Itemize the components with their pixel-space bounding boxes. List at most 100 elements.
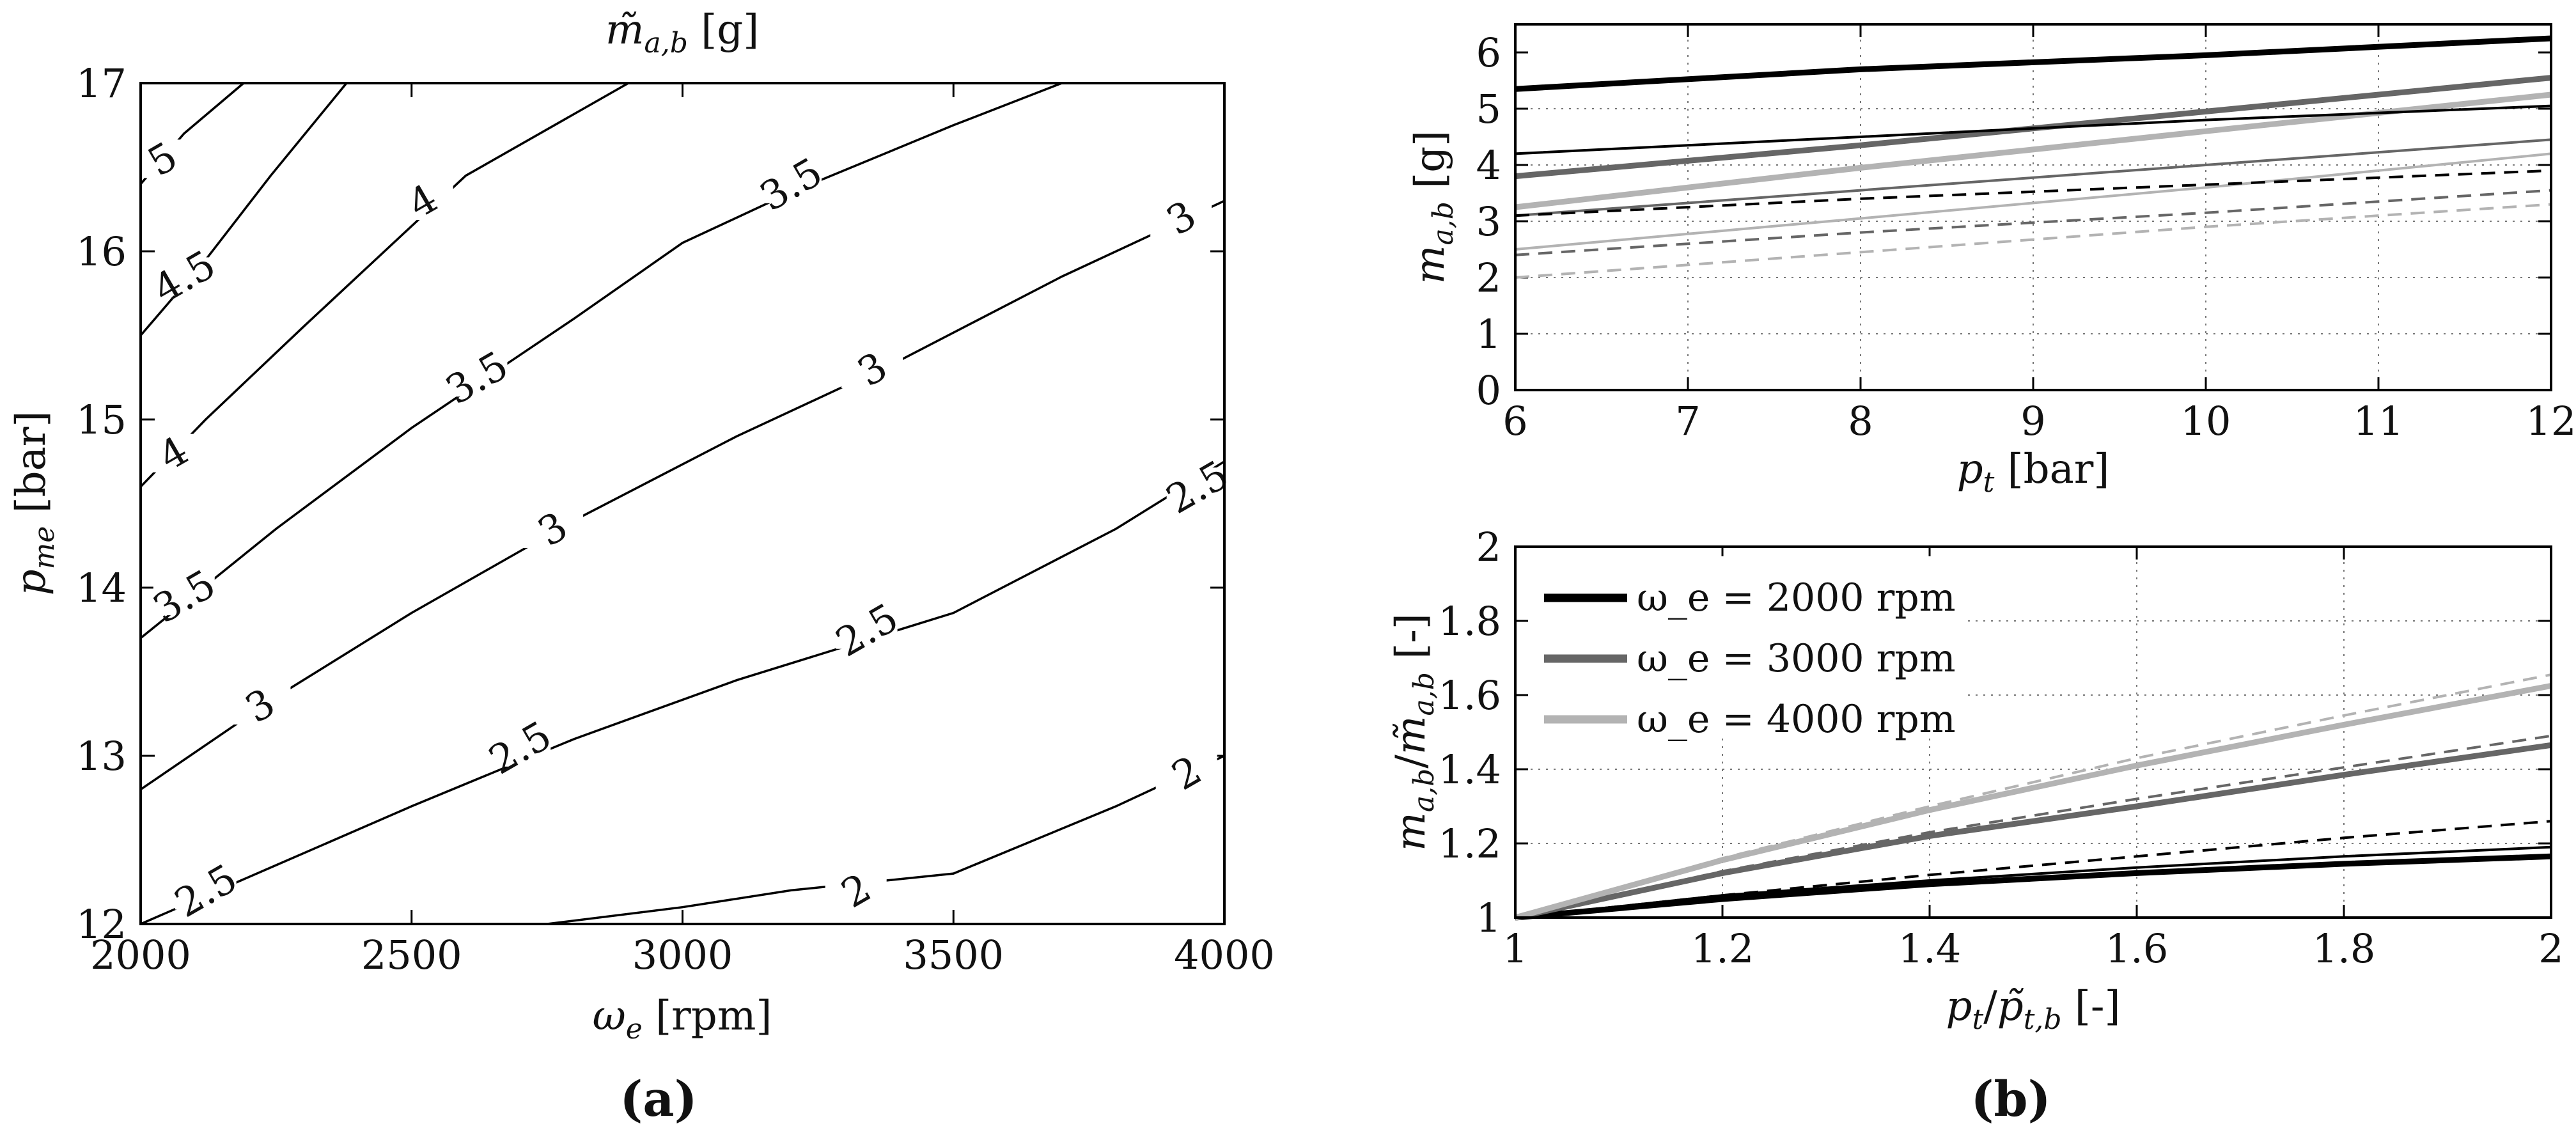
y-tick-label: 17 bbox=[76, 60, 127, 107]
series-b-bottom bbox=[1514, 673, 2552, 921]
legend-label: ω_e = 3000 rpm bbox=[1637, 636, 1956, 681]
y-tick-labels-b-top: 0 1 2 3 4 5 6 bbox=[1476, 29, 1501, 414]
y-tick-label: 1 bbox=[1476, 311, 1501, 357]
plot-frame-a bbox=[139, 82, 1226, 925]
contour-label-bg bbox=[489, 728, 551, 767]
x-tick-label: 3500 bbox=[903, 932, 1004, 978]
x-tick-label: 2 bbox=[2538, 925, 2563, 972]
contour-line bbox=[139, 82, 348, 336]
legend-box bbox=[1528, 556, 1963, 739]
contour-line bbox=[139, 82, 629, 488]
contour-label-bg bbox=[760, 164, 822, 203]
legend-label: ω_e = 4000 rpm bbox=[1637, 697, 1956, 742]
series-line bbox=[1515, 820, 2552, 919]
y-tick-label: 2 bbox=[1476, 524, 1501, 570]
series-line bbox=[1515, 742, 2552, 921]
x-tick-label: 4000 bbox=[1174, 932, 1275, 978]
contour-label-bg bbox=[142, 434, 204, 473]
x-tick-labels-b-top: 6 7 8 9 10 11 12 bbox=[1503, 398, 2576, 444]
contour-label-bg bbox=[836, 610, 898, 649]
series-line bbox=[1515, 673, 2552, 919]
y-tick-labels-b-bottom: 1 1.2 1.4 1.6 1.8 2 bbox=[1438, 524, 1501, 941]
series-line bbox=[1515, 104, 2552, 155]
y-tick-label: 16 bbox=[76, 228, 127, 275]
contour-label-bg bbox=[841, 350, 903, 389]
panel-b-top-xlabel: pt [bar] bbox=[1957, 446, 2110, 499]
x-tick-labels-b-bottom: 1 1.2 1.4 1.6 1.8 2 bbox=[1503, 925, 2563, 972]
series-line bbox=[1515, 152, 2552, 251]
contour-label-bg bbox=[446, 358, 508, 397]
legend-label: ω_e = 2000 rpm bbox=[1637, 575, 1956, 620]
x-tick-label: 2000 bbox=[90, 932, 191, 978]
contour-label-bg bbox=[1166, 467, 1228, 506]
y-tick-label: 12 bbox=[76, 901, 127, 948]
y-tick-label: 1.8 bbox=[1438, 598, 1501, 645]
x-tick-label: 3000 bbox=[632, 932, 733, 978]
y-tick-label: 13 bbox=[76, 733, 127, 779]
x-tick-label: 1 bbox=[1503, 925, 1527, 972]
series-b-top bbox=[1515, 35, 2552, 279]
y-tick-labels-a: 12 13 14 15 16 17 bbox=[76, 60, 127, 948]
contour-label-bg bbox=[391, 182, 453, 221]
panel-b-bottom-xlabel: pt/p̃t,b [-] bbox=[1946, 983, 2121, 1036]
contour-label-bg bbox=[1150, 198, 1212, 237]
panel-b-letter: (b) bbox=[1971, 1070, 2050, 1127]
series-line bbox=[1515, 189, 2552, 256]
y-tick-label: 1.6 bbox=[1438, 672, 1501, 719]
x-tick-label: 10 bbox=[2181, 398, 2231, 444]
series-line bbox=[1515, 35, 2552, 92]
y-tick-label: 6 bbox=[1476, 29, 1501, 76]
contour-line bbox=[140, 460, 1225, 925]
x-tick-label: 6 bbox=[1503, 398, 1527, 444]
contour-label-bg bbox=[153, 257, 215, 296]
panel-a-letter-value: a bbox=[643, 1070, 674, 1127]
contour-label-bg bbox=[175, 871, 237, 910]
y-tick-label: 1.4 bbox=[1438, 746, 1501, 793]
series-line bbox=[1515, 203, 2552, 279]
contour-label-bg bbox=[229, 686, 291, 725]
x-tick-label: 11 bbox=[2354, 398, 2404, 444]
y-tick-label: 0 bbox=[1476, 367, 1501, 414]
contour-lines bbox=[139, 82, 1225, 925]
x-tick-label: 12 bbox=[2526, 398, 2576, 444]
panel-b-top-ylabel: ma,b [g] bbox=[1407, 130, 1460, 284]
panel-b-bottom-ylabel: ma,b/m̃a,b [-] bbox=[1387, 613, 1440, 851]
series-line bbox=[1515, 734, 2552, 919]
x-tick-label: 2500 bbox=[361, 932, 462, 978]
y-tick-label: 1.2 bbox=[1438, 820, 1501, 867]
panel-a-xlabel: ωe [rpm] bbox=[593, 992, 772, 1045]
series-line bbox=[1514, 683, 2552, 921]
contour-line bbox=[140, 200, 1225, 791]
y-tick-label: 15 bbox=[76, 396, 127, 443]
series-line bbox=[1515, 138, 2552, 217]
y-tick-label: 1 bbox=[1476, 895, 1501, 941]
x-tick-label: 1.4 bbox=[1898, 925, 1962, 972]
panel-a-title: m̃a,b [g] bbox=[605, 6, 759, 59]
y-tick-label: 2 bbox=[1476, 254, 1501, 301]
x-tick-label: 7 bbox=[1675, 398, 1700, 444]
plot-frame-b-bottom bbox=[1514, 545, 2552, 919]
panel-a-letter: (a) bbox=[620, 1070, 697, 1127]
y-tick-label: 4 bbox=[1476, 142, 1501, 189]
y-tick-label: 3 bbox=[1476, 198, 1501, 245]
x-tick-label: 8 bbox=[1848, 398, 1873, 444]
panel-a-ylabel: pme [bar] bbox=[8, 411, 61, 596]
panel-b-letter-value: b bbox=[1994, 1070, 2027, 1127]
y-tick-label: 5 bbox=[1476, 86, 1501, 132]
contour-label-bg bbox=[522, 509, 584, 548]
x-tick-label: 9 bbox=[2020, 398, 2045, 444]
contour-label-bg bbox=[153, 577, 215, 616]
series-line bbox=[1515, 853, 2552, 921]
contour-label-bg bbox=[1155, 753, 1217, 792]
x-tick-label: 1.8 bbox=[2313, 925, 2376, 972]
plot-frame-b-top bbox=[1514, 23, 2552, 391]
contour-line bbox=[139, 82, 1063, 639]
line-panel-b-bottom: 1 1.2 1.4 1.6 1.8 2 1 1.2 1.4 1.6 1.8 2 ω_e = 2000… bbox=[1387, 524, 2564, 1127]
x-tick-label: 1.2 bbox=[1691, 925, 1754, 972]
legend: ω_e = 2000 rpm ω_e = 3000 rpm ω_e = 4000 r… bbox=[1528, 556, 1963, 742]
contour-label-bg bbox=[825, 871, 887, 910]
x-tick-label: 1.6 bbox=[2105, 925, 2169, 972]
series-line bbox=[1515, 169, 2552, 217]
x-tick-labels-a: 2000 2500 3000 3500 4000 bbox=[90, 932, 1275, 978]
